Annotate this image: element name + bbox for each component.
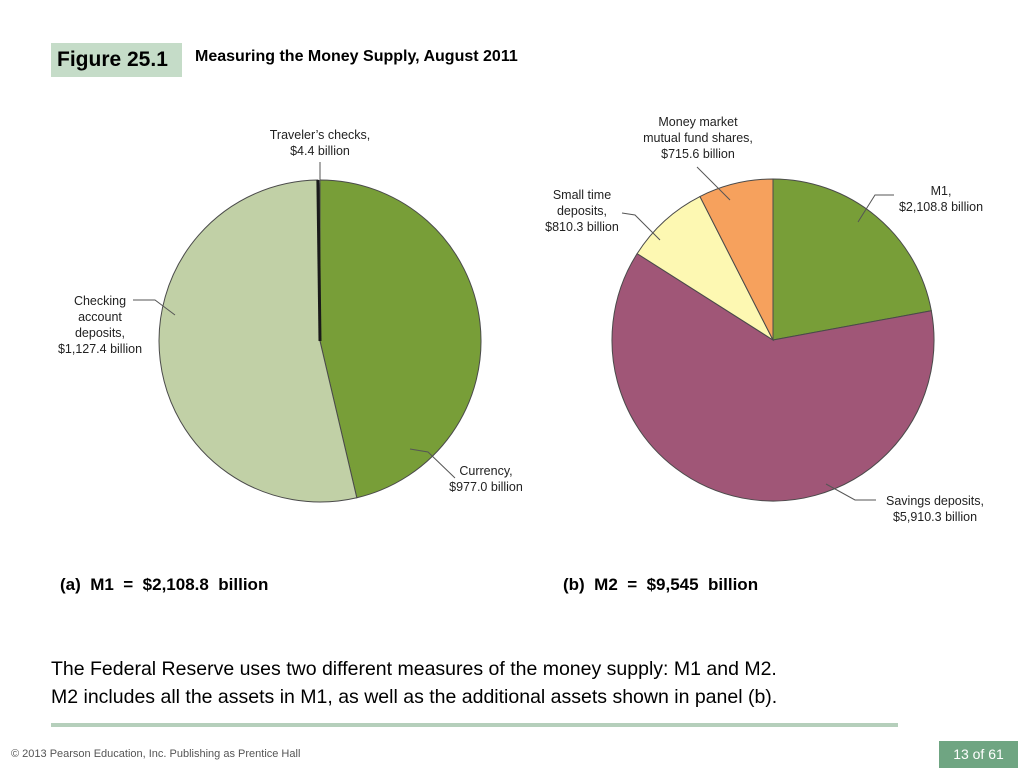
leader-line-currency bbox=[409, 448, 456, 479]
leader-line-m1 bbox=[857, 194, 894, 223]
panel-a-subtitle: (a) M1 = $2,108.8 billion bbox=[60, 575, 269, 594]
slice-currency bbox=[319, 179, 482, 499]
slice-label-m1: M1, $2,108.8 billion bbox=[899, 184, 983, 214]
leader-line-small-time-deposits bbox=[621, 212, 661, 241]
slice-traveler-s-checks bbox=[316, 179, 322, 342]
leader-line-savings-deposits bbox=[825, 483, 876, 501]
pie-chart-m1: Currency, $977.0 billion Checking account de… bbox=[58, 128, 523, 503]
pie-charts: Currency, $977.0 billion Checking account de… bbox=[58, 115, 984, 524]
page-number: 13 of 61 bbox=[939, 741, 1018, 768]
divider bbox=[51, 723, 898, 727]
figure-title: Measuring the Money Supply, August 2011 bbox=[195, 48, 518, 65]
slice-m1 bbox=[772, 178, 932, 341]
leader-line-checking-account-deposits bbox=[133, 299, 176, 316]
slice-savings-deposits bbox=[611, 252, 935, 502]
slice-label-small-time-deposits: Small time deposits, $810.3 billion bbox=[545, 188, 619, 234]
slice-checking-account-deposits bbox=[158, 179, 358, 503]
panel-b-subtitle: (b) M2 = $9,545 billion bbox=[563, 575, 759, 594]
caption-line-2: M2 includes all the assets in M1, as wel… bbox=[51, 686, 778, 708]
figure-caption: The Federal Reserve uses two different m… bbox=[51, 655, 931, 711]
slice-label-checking-account-deposits: Checking account deposits, $1,127.4 billion bbox=[58, 294, 142, 356]
slice-money-market-mutual-fund-shares bbox=[699, 178, 774, 341]
caption-line-1: The Federal Reserve uses two different m… bbox=[51, 658, 777, 680]
slice-label-savings-deposits: Savings deposits, $5,910.3 billion bbox=[886, 494, 984, 524]
slice-label-traveler-s-checks: Traveler’s checks, $4.4 billion bbox=[270, 128, 371, 158]
slice-label-currency: Currency, $977.0 billion bbox=[449, 464, 523, 494]
figure-label: Figure 25.1 bbox=[51, 43, 182, 77]
copyright: © 2013 Pearson Education, Inc. Publishin… bbox=[11, 748, 301, 760]
leader-line-money-market-mutual-fund-shares bbox=[696, 166, 731, 201]
slice-small-time-deposits bbox=[636, 195, 775, 342]
pie-chart-m2: M1, $2,108.8 billion Savings deposits, $5,9… bbox=[545, 115, 984, 524]
slice-label-money-market-mutual-fund-shares: Money market mutual fund shares, $715.6 bi… bbox=[643, 115, 753, 161]
